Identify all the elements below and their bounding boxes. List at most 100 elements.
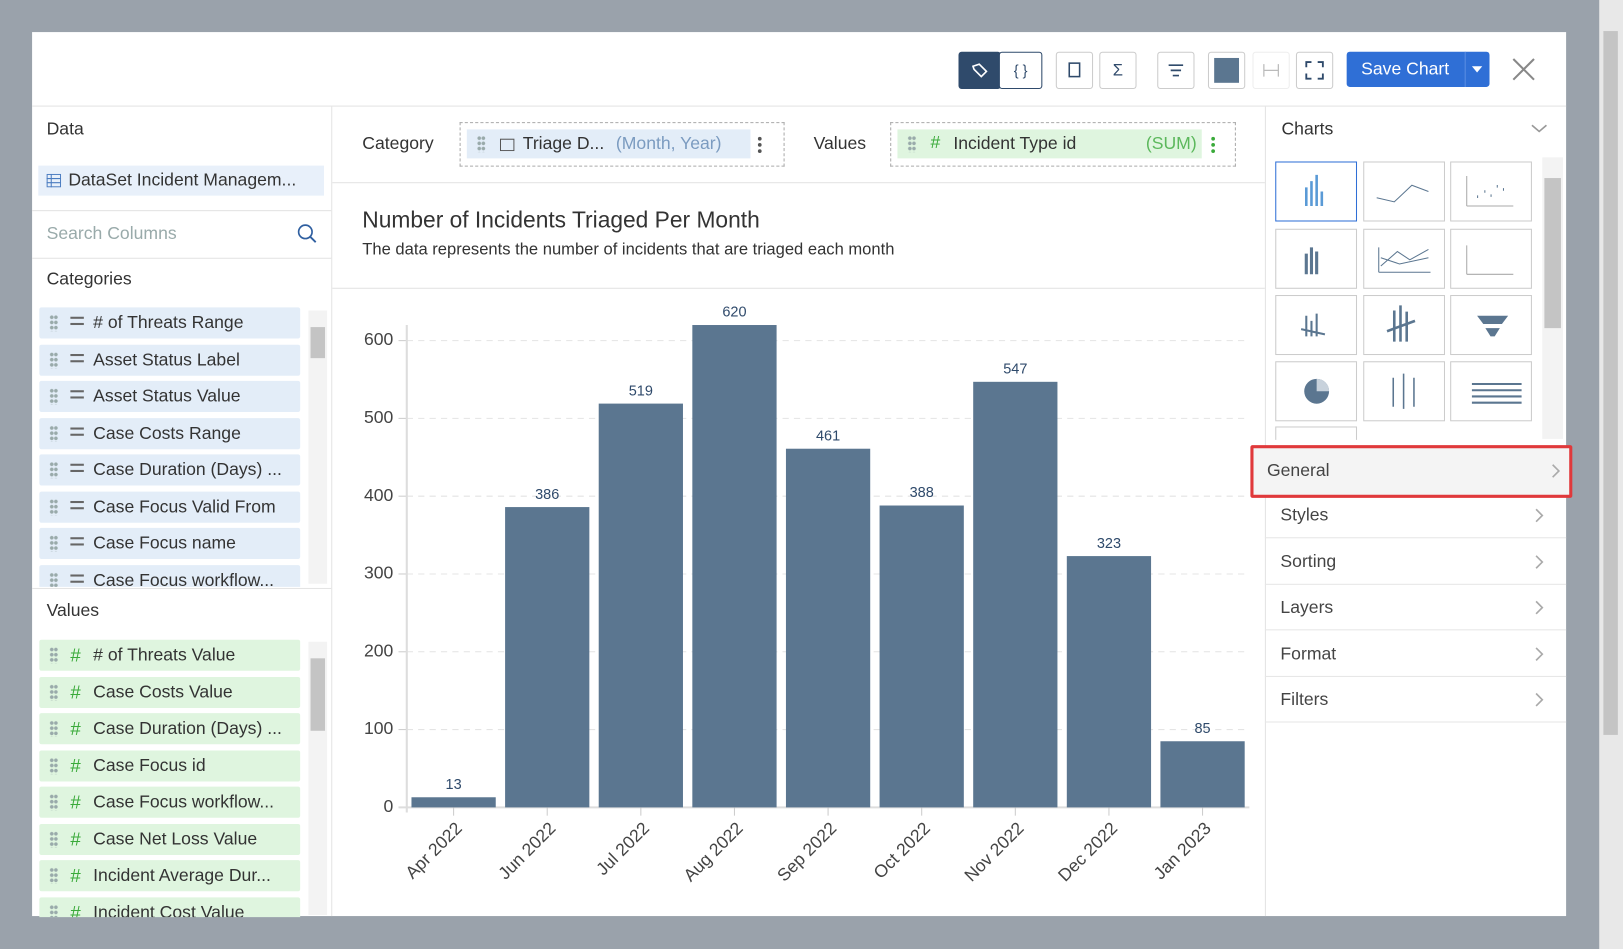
chevron [1552, 464, 1561, 478]
code-button[interactable]: { } [998, 51, 1043, 90]
field-item[interactable]: Case Focus Valid From [39, 491, 301, 523]
field-name: Case Duration (Days) ... [93, 459, 282, 480]
text-icon [70, 500, 84, 509]
field-item[interactable]: Asset Status Label [39, 344, 301, 376]
hash-icon: # [70, 865, 81, 887]
x-tick-label: Aug 2022 [679, 818, 746, 885]
value-label: 388 [910, 485, 934, 501]
y-tick-label: 100 [364, 718, 394, 738]
section-label: Styles [1280, 505, 1329, 525]
save-chart-button[interactable]: Save Chart [1346, 51, 1490, 87]
settings-section[interactable]: Format [1264, 630, 1567, 677]
hash-icon: # [70, 828, 81, 850]
button-label: Save Chart [1361, 59, 1450, 79]
field-name: Case Costs Value [93, 681, 233, 702]
bar [1160, 741, 1245, 808]
settings-section[interactable]: Sorting [1264, 538, 1567, 585]
section-label: Layers [1280, 597, 1334, 617]
divider [332, 287, 1265, 289]
field-item[interactable]: # Case Net Loss Value [39, 823, 301, 855]
text-icon [70, 537, 84, 546]
width-button[interactable] [1252, 51, 1290, 90]
field-item[interactable]: Case Focus workflow... [39, 564, 301, 587]
field-item[interactable]: Case Costs Range [39, 417, 301, 449]
field-item[interactable]: # Case Focus workflow... [39, 786, 301, 818]
collapse-icon[interactable] [1530, 122, 1549, 134]
field-name: Asset Status Label [93, 349, 240, 370]
category-dropzone[interactable]: Triage D... (Month, Year) [459, 122, 785, 167]
hash-icon: # [70, 681, 81, 703]
tag-button[interactable] [958, 51, 1001, 90]
chevron [1535, 508, 1544, 523]
sum-button[interactable]: Σ [1099, 51, 1137, 90]
y-tick-label: 0 [384, 796, 394, 816]
field-item[interactable]: # Case Costs Value [39, 676, 301, 708]
value-label: 323 [1097, 536, 1121, 552]
bar [879, 505, 964, 808]
fullscreen-button[interactable] [1295, 51, 1334, 90]
x-tick-label: Oct 2022 [869, 818, 934, 883]
y-tick-label: 500 [364, 407, 394, 427]
text-icon [70, 316, 84, 326]
field-name: Case Costs Range [93, 422, 241, 443]
scrollbar [308, 310, 328, 584]
field-name: Asset Status Value [93, 386, 241, 406]
toolbar-button[interactable] [1055, 51, 1094, 90]
drag-handle [49, 830, 58, 848]
hash-icon: # [930, 132, 941, 153]
search-box[interactable]: Search Columns [32, 210, 332, 259]
field-name: Case Focus id [93, 755, 206, 775]
settings-section[interactable]: Layers [1264, 584, 1567, 631]
drag-handle [49, 388, 58, 405]
field-item[interactable]: # Incident Average Dur... [39, 860, 301, 892]
settings-section[interactable]: Filters [1264, 676, 1567, 723]
section-label: General [1266, 460, 1330, 481]
values-dropzone[interactable]: # Incident Type id (SUM) [890, 122, 1236, 167]
field-modifier: (Month, Year) [615, 133, 722, 154]
y-tick-label: 600 [364, 329, 394, 349]
field-name: Case Duration (Days) ... [93, 718, 282, 739]
dataset[interactable]: DataSet Incident Managem... [38, 165, 324, 196]
drag-handle [49, 535, 58, 552]
chevron [1535, 600, 1544, 615]
chevron [1535, 554, 1544, 569]
value-label: 519 [629, 383, 653, 399]
drag-handle [49, 424, 58, 442]
field-name: # of Threats Range [93, 312, 244, 333]
field-item[interactable]: # Case Focus id [39, 749, 301, 781]
scrollbar [308, 641, 328, 916]
value-label: 620 [722, 305, 746, 321]
chevron [1535, 692, 1544, 707]
field-item[interactable]: # Case Duration (Days) ... [39, 713, 301, 745]
field-item[interactable]: # # of Threats Value [39, 639, 301, 671]
text-icon [70, 390, 84, 399]
filter-button[interactable] [1157, 51, 1195, 90]
value-label: 85 [1194, 721, 1210, 737]
bar [505, 507, 590, 808]
color-button[interactable] [1207, 51, 1246, 90]
x-tick-label: Jan 2023 [1150, 818, 1215, 883]
close-button[interactable] [1511, 57, 1536, 82]
divider [332, 182, 1265, 184]
field-name: Case Net Loss Value [93, 828, 258, 849]
panel-title: Data [46, 119, 84, 139]
hash-icon: # [70, 791, 81, 813]
section-title: Values [46, 600, 100, 621]
field-item[interactable]: # Incident Cost Value [39, 896, 301, 918]
settings-section[interactable]: Styles [1264, 492, 1567, 539]
chart-subtitle: The data represents the number of incide… [362, 241, 895, 259]
scroll-thumb[interactable] [1603, 31, 1618, 735]
chevron [1535, 646, 1544, 661]
panel-title: Charts [1281, 119, 1334, 139]
field-item[interactable]: Asset Status Value [39, 380, 301, 412]
search-placeholder: Search Columns [46, 223, 177, 244]
hash-icon: # [70, 718, 81, 740]
settings-section[interactable]: General [1250, 445, 1573, 498]
field-item[interactable]: # of Threats Range [39, 307, 301, 339]
field-item[interactable]: Case Focus name [39, 527, 301, 559]
value-label: 13 [446, 777, 462, 793]
bar [411, 797, 496, 808]
drag-handle [49, 904, 58, 918]
field-item[interactable]: Case Duration (Days) ... [39, 454, 301, 486]
